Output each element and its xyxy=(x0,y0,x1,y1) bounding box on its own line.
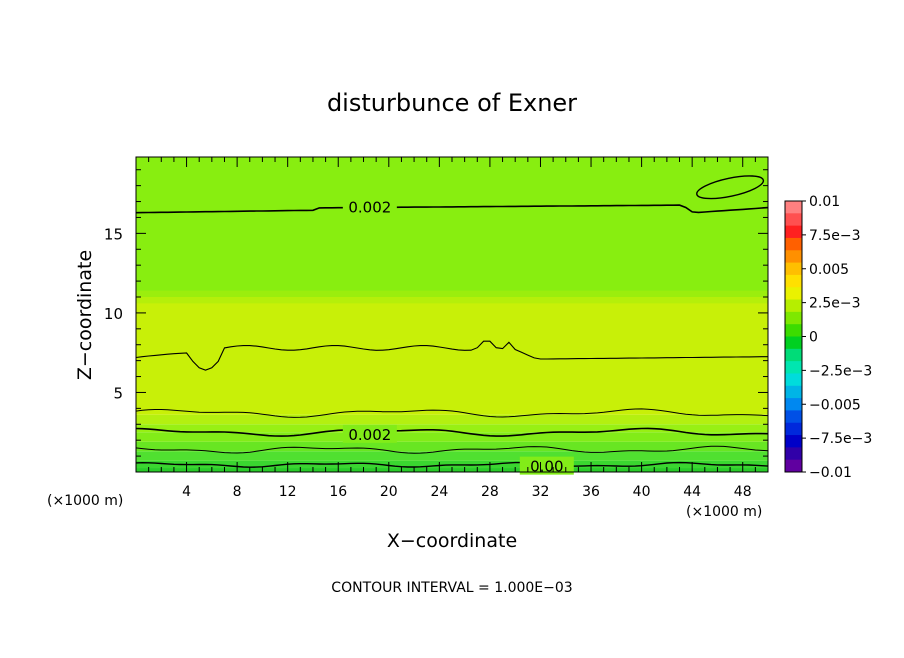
colorbar-swatch-9 xyxy=(785,311,802,325)
colorbar-label-4: 0 xyxy=(809,330,818,346)
contour-band-4 xyxy=(136,432,768,442)
x-tick-label-36: 36 xyxy=(582,484,600,500)
contour-line-0 xyxy=(135,461,769,468)
x-tick-label-8: 8 xyxy=(233,484,242,500)
colorbar-swatch-18 xyxy=(785,422,802,436)
contour-band-3 xyxy=(136,441,768,452)
colorbar-label-2: 0.005 xyxy=(809,262,849,278)
colorbar-swatch-0 xyxy=(785,201,802,214)
x-tick-label-4: 4 xyxy=(182,484,191,500)
contour-loop xyxy=(696,175,765,200)
x-unit-right-label: (×1000 m) xyxy=(686,504,762,520)
x-axis-label: X−coordinate xyxy=(387,530,517,552)
colorbar-swatch-10 xyxy=(785,324,802,337)
colorbar-swatch-4 xyxy=(785,250,802,264)
contour-band-2 xyxy=(136,451,768,461)
band-transition xyxy=(136,290,768,304)
contour-line-2 xyxy=(135,427,769,437)
contour-label-0: 0.002 xyxy=(348,198,391,216)
colorbar-label-3: 2.5e−3 xyxy=(809,296,861,312)
colorbar-label-5: −2.5e−3 xyxy=(809,363,872,379)
contour-label-bg-1 xyxy=(342,424,397,443)
colorbar-swatch-11 xyxy=(785,336,802,350)
contour-line-upper xyxy=(135,204,769,214)
y-tick-label-5: 5 xyxy=(113,384,123,402)
colorbar-label-8: −0.01 xyxy=(809,465,852,481)
colorbar-swatch-15 xyxy=(785,385,802,399)
y-tick-label-15: 15 xyxy=(104,225,123,243)
colorbar-label-1: 7.5e−3 xyxy=(809,228,861,244)
contour-band-5 xyxy=(136,424,768,433)
x-tick-label-48: 48 xyxy=(734,484,752,500)
x-tick-label-20: 20 xyxy=(380,484,398,500)
x-tick-label-44: 44 xyxy=(683,484,701,500)
contour-band-7 xyxy=(136,297,768,415)
y-tick-label-10: 10 xyxy=(104,305,123,323)
colorbar-swatch-13 xyxy=(785,361,802,374)
contour-line-mid xyxy=(135,340,768,371)
colorbar-swatch-20 xyxy=(785,447,802,461)
colorbar-swatch-12 xyxy=(785,348,802,362)
colorbar-label-0: 0.01 xyxy=(809,194,840,210)
colorbar-swatch-16 xyxy=(785,398,802,411)
colorbar-swatch-5 xyxy=(785,262,802,276)
colorbar-swatch-21 xyxy=(785,459,802,473)
x-tick-label-40: 40 xyxy=(633,484,651,500)
contour-label-bg-0 xyxy=(342,197,397,216)
colorbar-swatch-6 xyxy=(785,274,802,288)
colorbar-swatch-8 xyxy=(785,299,802,313)
colorbar-swatch-14 xyxy=(785,373,802,387)
contour-label-1: 0.002 xyxy=(348,426,391,444)
colorbar-swatch-7 xyxy=(785,287,802,301)
colorbar-swatch-2 xyxy=(785,225,802,239)
contour-band-8 xyxy=(136,157,768,297)
contour-band-6 xyxy=(136,414,768,425)
x-tick-label-12: 12 xyxy=(279,484,297,500)
contour-interval-footer: CONTOUR INTERVAL = 1.000E−03 xyxy=(331,580,572,596)
colorbar-swatch-1 xyxy=(785,213,802,227)
x-tick-label-32: 32 xyxy=(532,484,550,500)
colorbar-swatch-3 xyxy=(785,237,802,251)
x-tick-label-28: 28 xyxy=(481,484,499,500)
contour-line-1 xyxy=(135,445,769,454)
y-axis-label: Z−coordinate xyxy=(74,250,96,380)
x-tick-label-16: 16 xyxy=(329,484,347,500)
colorbar-label-7: −7.5e−3 xyxy=(809,431,872,447)
contour-label-bg-2 xyxy=(519,456,574,475)
chart-title: disturbunce of Exner xyxy=(327,89,577,117)
colorbar-swatch-19 xyxy=(785,435,802,448)
contour-label-2: 0.00 xyxy=(530,458,563,476)
colorbar-swatch-17 xyxy=(785,410,802,424)
colorbar-label-6: −0.005 xyxy=(809,397,861,413)
contour-line-3 xyxy=(135,408,769,418)
x-tick-label-24: 24 xyxy=(430,484,448,500)
x-unit-left-label: (×1000 m) xyxy=(47,493,123,509)
